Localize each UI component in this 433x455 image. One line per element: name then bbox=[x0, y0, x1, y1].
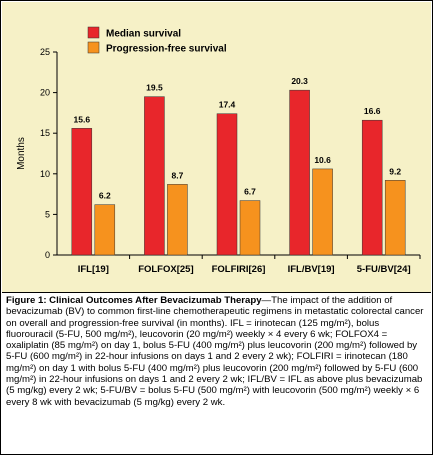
bar-progression-free-survival bbox=[94, 204, 116, 256]
x-category-label: 5-FU/BV[24] bbox=[357, 264, 411, 275]
data-label: 6.7 bbox=[244, 187, 256, 197]
data-label: 9.2 bbox=[389, 166, 401, 176]
chart-panel: 0 5 10 15 20 25 Months 15.6 6.2 IFL[19] 19.5 8.7 FOL… bbox=[2, 2, 431, 293]
legend-swatch bbox=[87, 41, 100, 54]
y-tick-label: 0 bbox=[45, 250, 50, 260]
legend-label: Median survival bbox=[106, 29, 181, 40]
bar-progression-free-survival bbox=[384, 180, 406, 256]
bar-progression-free-survival bbox=[239, 200, 261, 256]
data-label: 15.6 bbox=[74, 114, 91, 124]
y-tick-label: 20 bbox=[40, 88, 50, 98]
caption-title: Figure 1: Clinical Outcomes After Bevaci… bbox=[6, 295, 262, 306]
x-category-label: FOLFOX[25] bbox=[138, 264, 193, 275]
x-category-label: IFL[19] bbox=[78, 264, 109, 275]
bar-median-survival bbox=[71, 128, 93, 256]
data-label: 17.4 bbox=[219, 100, 236, 110]
y-tick-label: 10 bbox=[40, 169, 50, 179]
y-tick-label: 5 bbox=[45, 209, 50, 219]
y-axis-label: Months bbox=[16, 137, 27, 170]
bar-progression-free-survival bbox=[312, 168, 333, 256]
x-category-label: IFL/BV[19] bbox=[288, 264, 335, 275]
y-tick-label: 25 bbox=[40, 47, 50, 57]
bar-median-survival bbox=[216, 113, 238, 256]
y-tick-label: 15 bbox=[40, 128, 50, 138]
figure-caption: Figure 1: Clinical Outcomes After Bevaci… bbox=[6, 295, 427, 408]
data-label: 8.7 bbox=[171, 170, 183, 180]
bar-progression-free-survival bbox=[167, 184, 188, 256]
data-label: 6.2 bbox=[99, 191, 111, 201]
data-label: 10.6 bbox=[314, 155, 331, 165]
legend-label: Progression-free survival bbox=[106, 44, 227, 55]
caption-body: —The impact of the addition of bevacizum… bbox=[6, 295, 424, 408]
bar-median-survival bbox=[144, 96, 165, 256]
x-category-label: FOLFIRI[26] bbox=[212, 264, 266, 275]
bar-median-survival bbox=[289, 89, 310, 256]
legend-swatch bbox=[87, 26, 100, 39]
data-label: 16.6 bbox=[364, 106, 381, 116]
data-label: 19.5 bbox=[146, 83, 163, 93]
bar-chart: 0 5 10 15 20 25 Months 15.6 6.2 IFL[19] 19.5 8.7 FOL… bbox=[16, 26, 421, 275]
data-label: 20.3 bbox=[291, 76, 308, 86]
bar-median-survival bbox=[361, 119, 383, 256]
